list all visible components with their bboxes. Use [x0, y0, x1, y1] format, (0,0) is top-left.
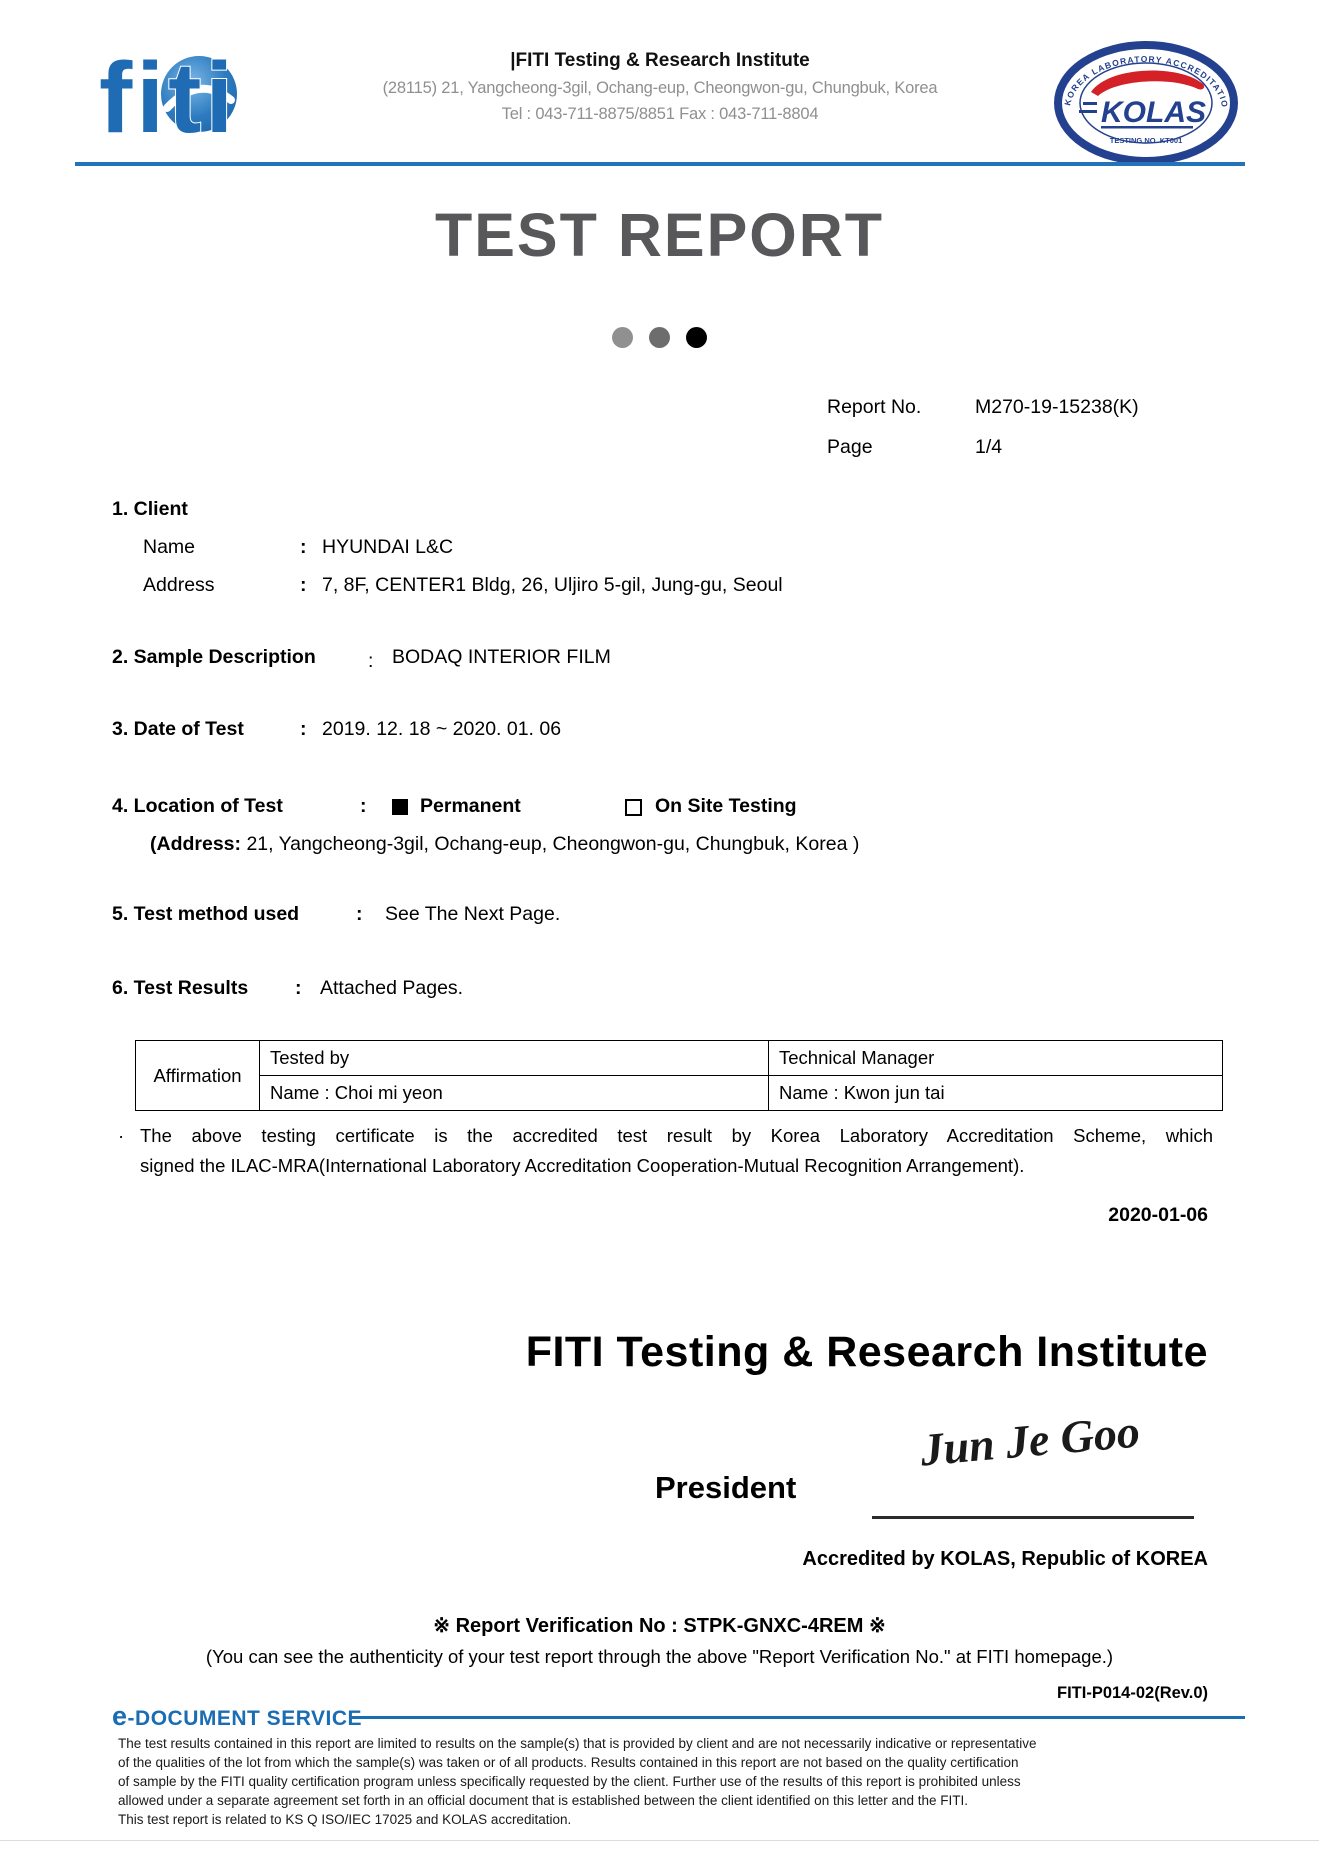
section-client-heading: 1. Client [112, 498, 188, 520]
date-colon: : [300, 718, 307, 740]
date-value: 2019. 12. 18 ~ 2020. 01. 06 [322, 718, 562, 740]
verification-help-line: (You can see the authenticity of your te… [205, 1646, 1114, 1667]
disclaimer-line: The test results contained in this repor… [118, 1736, 1037, 1751]
affirmation-table: Affirmation Tested by Technical Manager … [135, 1040, 1223, 1111]
fiti-globe-icon [161, 56, 237, 132]
institute-heading: FITI Testing & Research Institute [525, 1328, 1208, 1376]
report-no-value: M270-19-15238(K) [975, 396, 1139, 418]
client-name-colon: : [300, 536, 307, 558]
results-colon: : [295, 977, 302, 999]
onsite-label: On Site Testing [655, 795, 797, 817]
client-name-value: HYUNDAI L&C [322, 536, 454, 558]
title-dot-3 [686, 327, 707, 348]
report-title: TEST REPORT [434, 201, 885, 269]
accredited-line: Accredited by KOLAS, Republic of KOREA [802, 1548, 1208, 1570]
kolas-label: KOLAS [1101, 96, 1206, 129]
doc-code: FITI-P014-02(Rev.0) [1057, 1684, 1208, 1702]
method-value: See The Next Page. [385, 903, 561, 925]
note-line-2: signed the ILAC-MRA(International Labora… [140, 1155, 1025, 1176]
page-bottom-divider [0, 1840, 1319, 1841]
header-institute-name: |FITI Testing & Research Institute [510, 50, 810, 71]
onsite-checkbox-unchecked-icon [625, 799, 642, 816]
president-label: President [655, 1470, 797, 1505]
tested-by-name: Name : Choi mi yeon [259, 1075, 769, 1111]
header-text-block: |FITI Testing & Research Institute (2811… [300, 50, 1020, 124]
president-signature: Jun Je Goo [918, 1405, 1142, 1476]
disclaimer-line: of the qualities of the lot from which t… [118, 1755, 1019, 1770]
disclaimer-block: The test results contained in this repor… [118, 1734, 1238, 1829]
issue-date: 2020-01-06 [1108, 1204, 1208, 1226]
table-row: Name : Choi mi yeon Name : Kwon jun tai [136, 1075, 1223, 1111]
title-dots [0, 327, 1319, 353]
title-dot-2 [649, 327, 670, 348]
edocument-divider [352, 1716, 1245, 1719]
fiti-globe-swoosh [163, 84, 235, 112]
location-colon: : [360, 795, 367, 817]
sample-value: BODAQ INTERIOR FILM [392, 646, 611, 668]
table-row: Affirmation Tested by Technical Manager [135, 1040, 1223, 1111]
location-address-line: (Address: 21, Yangcheong-3gil, Ochang-eu… [150, 833, 859, 856]
note-bullet: · [118, 1125, 125, 1146]
kolas-red-swoosh [1091, 70, 1205, 96]
disclaimer-line: of sample by the FITI quality certificat… [118, 1774, 1021, 1789]
kolas-testing-no: TESTING NO. KT001 [1110, 136, 1183, 145]
page-label: Page [827, 436, 873, 458]
verification-no-line: ※ Report Verification No : STPK-GNXC-4RE… [433, 1615, 886, 1637]
client-address-label: Address [143, 574, 215, 596]
section-method-heading: 5. Test method used [112, 903, 300, 925]
section-results-heading: 6. Test Results [112, 977, 249, 999]
header-address: (28115) 21, Yangcheong-3gil, Ochang-eup,… [382, 79, 938, 97]
note-line-1: The above testing certificate is the acc… [140, 1125, 1213, 1146]
signature-underline [872, 1516, 1194, 1519]
client-address-colon: : [300, 574, 307, 596]
section-location-heading: 4. Location of Test [112, 795, 283, 817]
permanent-checkbox-checked-icon [392, 799, 408, 815]
title-dot-1 [612, 327, 633, 348]
sample-colon: : [368, 650, 374, 672]
section-sample-heading: 2. Sample Description [112, 646, 316, 668]
report-no-label: Report No. [827, 396, 922, 418]
fiti-logo-text: fiti [99, 48, 237, 148]
header-telfax: Tel : 043-711-8875/8851 Fax : 043-711-88… [501, 105, 819, 123]
header-divider [75, 162, 1245, 166]
client-address-value: 7, 8F, CENTER1 Bldg, 26, Uljiro 5-gil, J… [322, 574, 783, 596]
results-value: Attached Pages. [320, 977, 464, 999]
tested-by-title: Tested by [259, 1040, 769, 1076]
kolas-logo: KOREA LABORATORY ACCREDITATION SCHEME KO… [1053, 40, 1238, 165]
disclaimer-line: This test report is related to KS Q ISO/… [118, 1812, 572, 1827]
location-address-label: (Address: [150, 833, 242, 855]
edocument-service-logo: e-DOCUMENT SERVICE [112, 1701, 362, 1731]
location-address-value: 21, Yangcheong-3gil, Ochang-eup, Cheongw… [246, 833, 860, 855]
disclaimer-line: allowed under a separate agreement set f… [118, 1793, 969, 1808]
fiti-logo: fiti [98, 48, 237, 148]
page-value: 1/4 [975, 436, 1003, 458]
affirmation-row-header: Affirmation [135, 1040, 260, 1111]
permanent-label: Permanent [420, 795, 521, 817]
section-date-heading: 3. Date of Test [112, 718, 244, 740]
client-name-label: Name [143, 536, 196, 558]
manager-title: Technical Manager [768, 1040, 1223, 1076]
method-colon: : [356, 903, 363, 925]
manager-name: Name : Kwon jun tai [768, 1075, 1223, 1111]
